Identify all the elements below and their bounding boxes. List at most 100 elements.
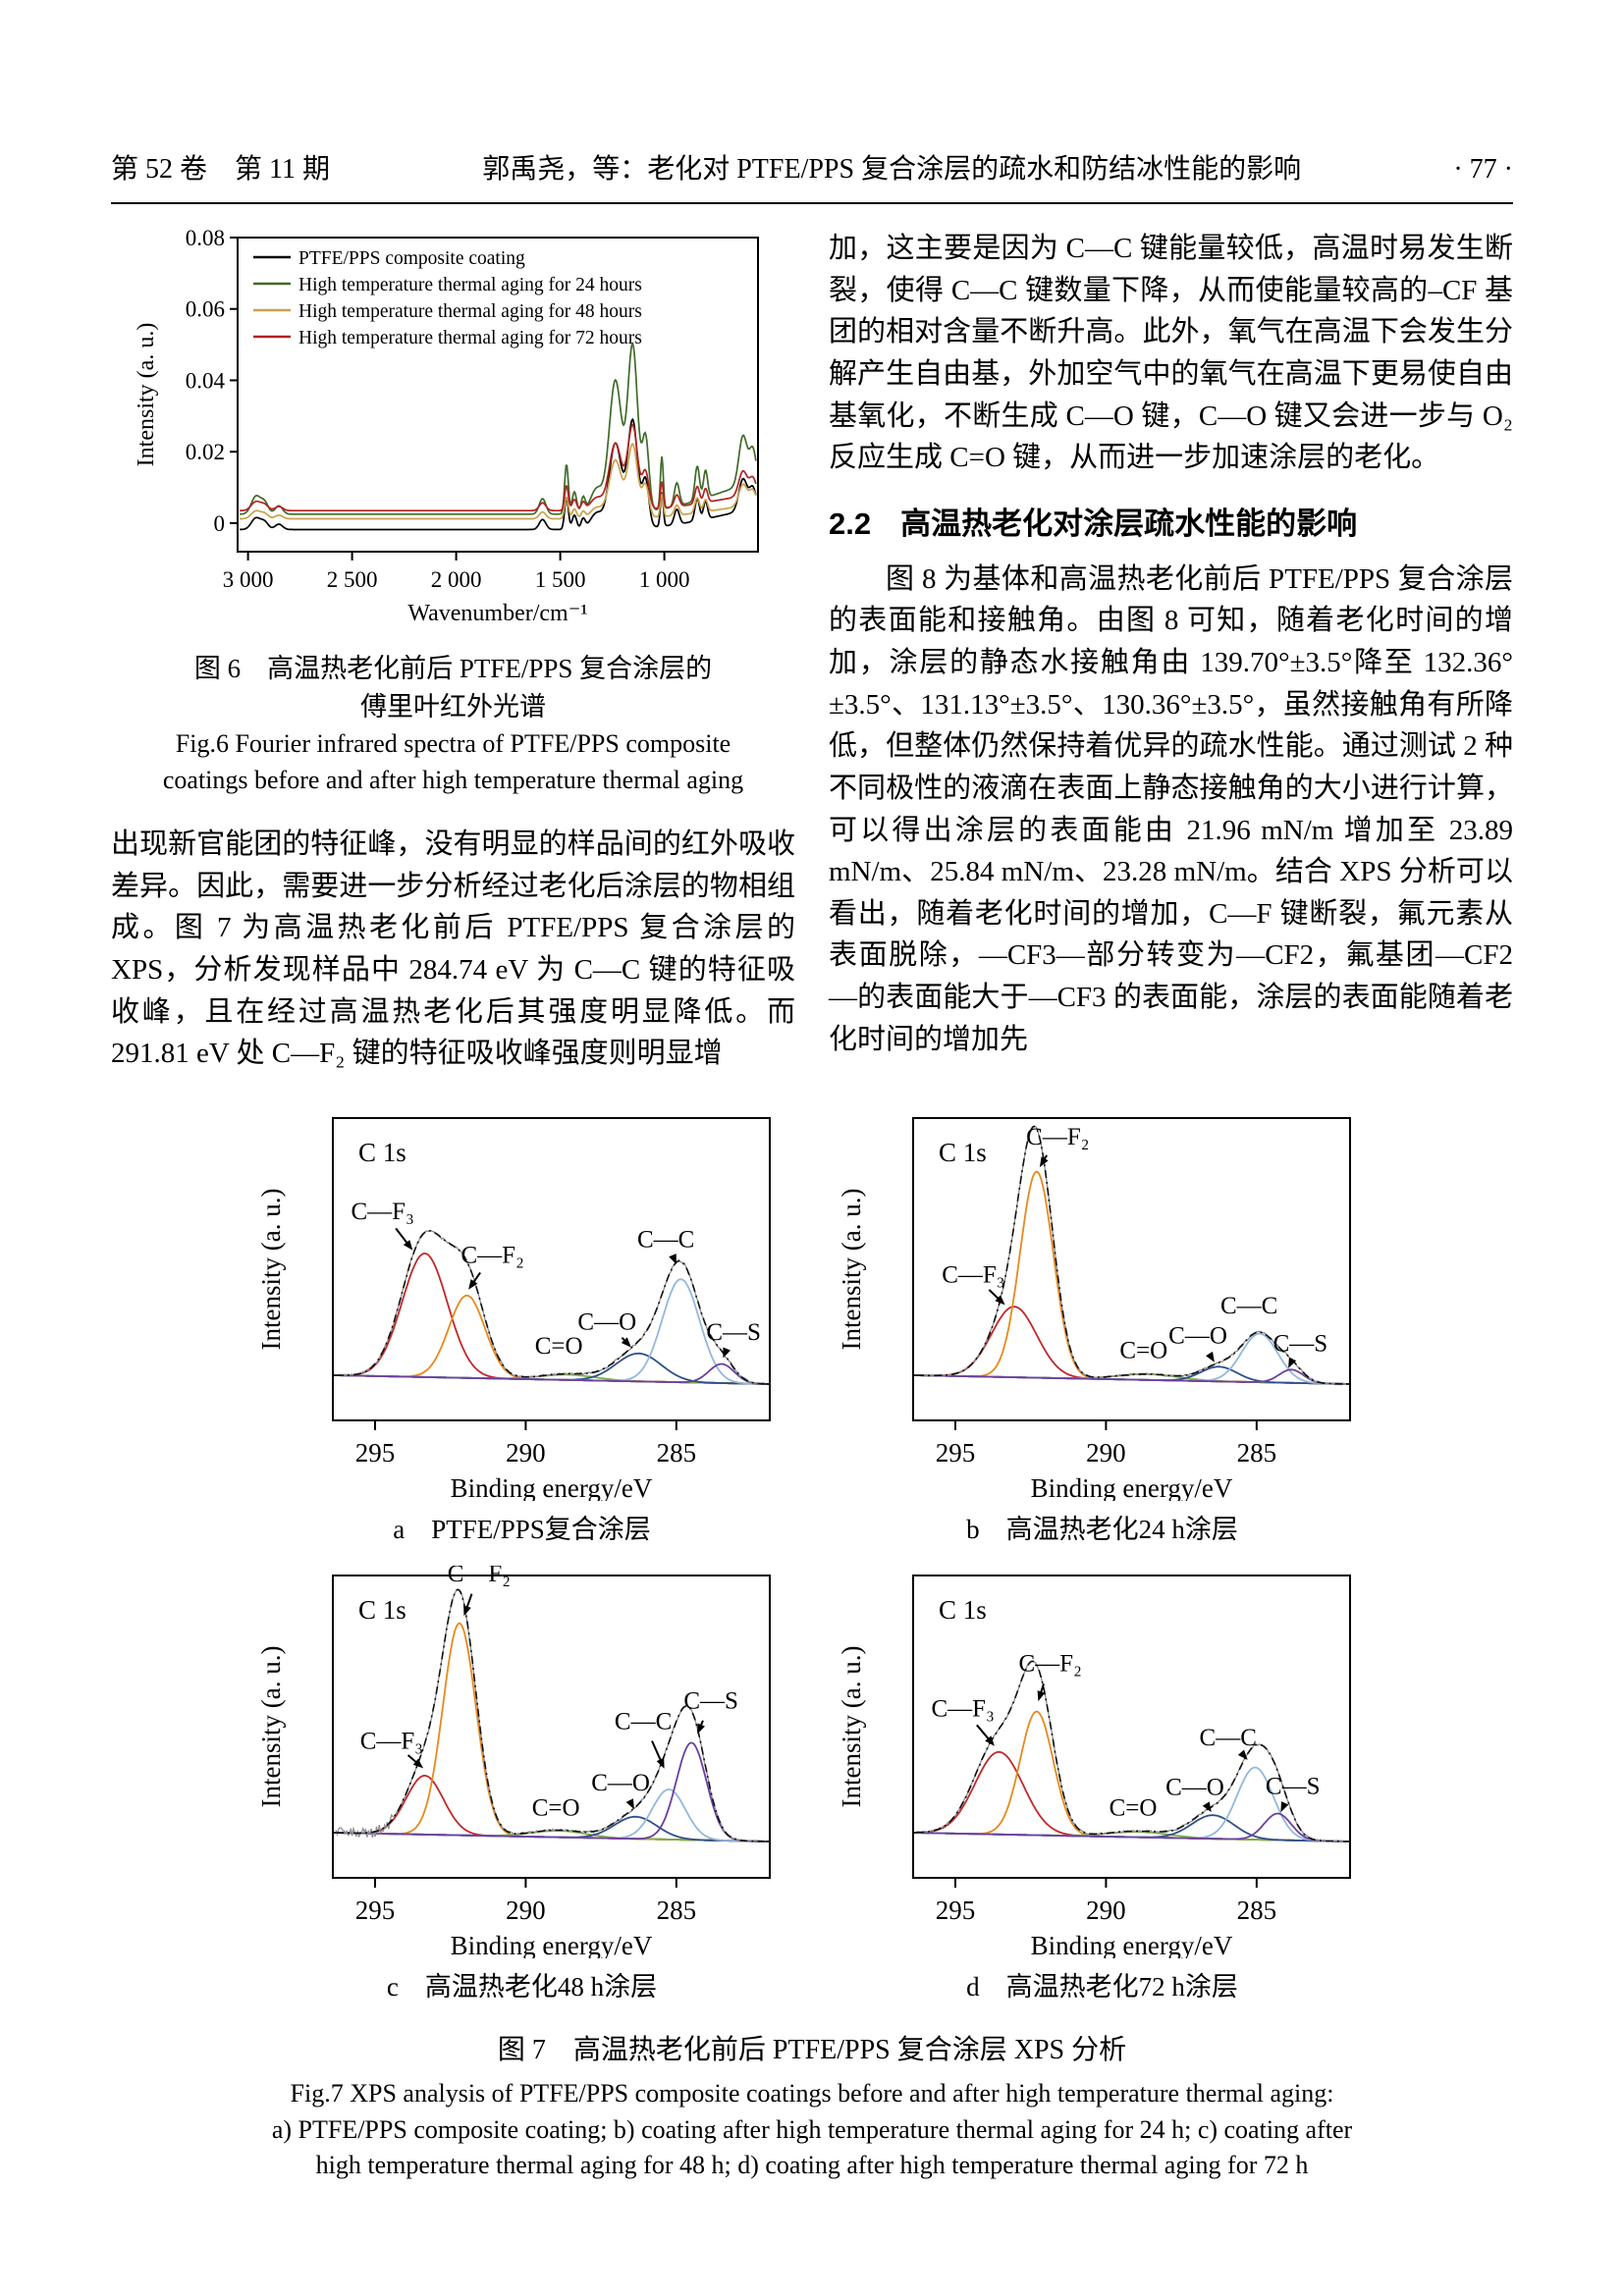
annotation-arrow-head <box>697 1723 705 1735</box>
x-tick-label: 290 <box>506 1896 546 1925</box>
legend-label: High temperature thermal aging for 24 ho… <box>298 275 642 295</box>
plot-box <box>912 1574 1351 1879</box>
subcaption-d: d 高温热老化72 h涂层 <box>966 1971 1238 2002</box>
x-tick-label: 285 <box>1237 1438 1277 1468</box>
running-title: 郭禹尧，等：老化对 PTFE/PPS 复合涂层的疏水和防结冰性能的影响 <box>482 154 1302 185</box>
fit-envelope <box>916 1660 1346 1842</box>
annotation-arrow-head <box>1037 1689 1046 1701</box>
annotation-C—S: C—S <box>1266 1773 1321 1799</box>
xps-subplot-d: 295 290 285 C 1s Binding energy/eV Intensity … <box>835 1566 1370 2017</box>
y-tick-label: 0.04 <box>185 368 225 393</box>
two-column-area: 0 0.02 0.04 0.06 0.08 3 000 2 500 2 000 1 500 1 0… <box>111 226 1513 1075</box>
figure6-caption-cn-line1: 图 6 高温热老化前后 PTFE/PPS 复合涂层的 <box>193 654 713 683</box>
series-High temperature thermal aging for 48 hours <box>239 443 757 520</box>
annotation-arrow-head <box>621 1337 631 1348</box>
series-High temperature thermal aging for 24 hours <box>239 342 757 515</box>
component-C—S <box>916 1812 1346 1842</box>
figure7-caption-en-line1: Fig.7 XPS analysis of PTFE/PPS composite… <box>290 2079 1334 2109</box>
figure6-caption-en-line1: Fig.6 Fourier infrared spectra of PTFE/P… <box>175 729 731 759</box>
panel-label: C 1s <box>939 1138 987 1167</box>
annotation-arrow-head <box>995 1295 1005 1306</box>
y-axis-label: Intensity (a. u.) <box>837 1645 866 1807</box>
annotation-arrow-head <box>468 1278 478 1290</box>
legend-label: High temperature thermal aging for 72 ho… <box>298 328 642 348</box>
x-tick-label: 285 <box>657 1896 697 1925</box>
annotation-C—F₃: C—F₃ <box>360 1729 423 1755</box>
x-tick-label: 290 <box>1086 1438 1126 1468</box>
journal-issue: 第 52 卷 第 11 期 <box>111 154 330 185</box>
series-PTFE/PPS composite coating <box>239 417 757 531</box>
figure7-captions: 图 7 高温热老化前后 PTFE/PPS 复合涂层 XPS 分析 Fig.7 X… <box>111 2031 1513 2184</box>
component-C—F₃ <box>336 1252 766 1385</box>
annotation-arrow-line <box>651 1739 663 1762</box>
subcaption-b: b 高温热老化24 h涂层 <box>966 1514 1238 1544</box>
annotation-C=O: C=O <box>1119 1338 1167 1364</box>
panel-label: C 1s <box>358 1595 406 1625</box>
annotation-arrow-line <box>976 1724 991 1741</box>
x-tick-label: 295 <box>355 1438 396 1468</box>
plot-box <box>332 1574 771 1879</box>
annotation-arrow-head <box>463 1605 471 1617</box>
annotation-C—F₃: C—F₃ <box>931 1695 994 1722</box>
x-tick-label: 2 500 <box>326 567 377 592</box>
plot-box <box>236 237 759 553</box>
annotation-C=O: C=O <box>1110 1794 1158 1821</box>
x-tick-label: 1 500 <box>534 567 585 592</box>
panel-label: C 1s <box>939 1595 987 1625</box>
annotation-C=O: C=O <box>532 1794 580 1821</box>
legend-label: PTFE/PPS composite coating <box>298 248 525 269</box>
right-column: 加，这主要是因为 C—C 键能量较低，高温时易发生断裂，使得 C—C 键数量下降… <box>829 228 1513 1060</box>
x-tick-label: 295 <box>355 1896 396 1925</box>
xps-subplot-a: 295 290 285 C 1s Binding energy/eV Intensity … <box>254 1108 789 1560</box>
figure-7: 295 290 285 C 1s Binding energy/eV Intensity … <box>111 1108 1513 2184</box>
series-High temperature thermal aging for 72 hours <box>239 423 757 512</box>
x-tick-label: 285 <box>657 1438 697 1468</box>
page-number: · 77 · <box>1453 154 1513 185</box>
right-column-paragraph-1: 加，这主要是因为 C—C 键能量较低，高温时易发生断裂，使得 C—C 键数量下降… <box>829 233 1513 474</box>
plot-box <box>332 1116 771 1421</box>
x-tick-label: 2 000 <box>430 567 481 592</box>
annotation-arrow-line <box>395 1227 409 1245</box>
annotation-C—O: C—O <box>1168 1322 1227 1349</box>
section-heading: 2.2 高温热老化对涂层疏水性能的影响 <box>829 499 1513 543</box>
x-tick-label: 285 <box>1237 1896 1277 1925</box>
xps-subplot-grid: 295 290 285 C 1s Binding energy/eV Intensity … <box>111 1108 1513 2017</box>
y-axis-label: Intensity (a. u.) <box>837 1188 866 1350</box>
annotation-arrow-head <box>403 1239 413 1251</box>
annotation-arrow-head <box>1039 1156 1049 1167</box>
annotation-arrow-head <box>985 1735 995 1746</box>
xps-chart-d: 295 290 285 C 1s Binding energy/eV Intensity … <box>837 1574 1351 1960</box>
subcaption-a: a PTFE/PPS复合涂层 <box>393 1514 651 1544</box>
fit-envelope <box>336 1229 766 1385</box>
x-tick-label: 1 000 <box>638 567 689 592</box>
xps-subplot-b: 295 290 285 C 1s Binding energy/eV Intensity … <box>835 1108 1370 1560</box>
xps-chart-c: 295 290 285 C 1s Binding energy/eV Intensity … <box>256 1561 771 1960</box>
annotation-C—S: C—S <box>683 1687 738 1714</box>
panel-label: C 1s <box>358 1138 406 1167</box>
component-C—S <box>336 1741 766 1842</box>
annotation-arrow-head <box>625 1798 634 1810</box>
annotation-arrow-head <box>1288 1357 1297 1368</box>
x-tick-label: 290 <box>506 1438 546 1468</box>
annotation-C—F₃: C—F₃ <box>942 1262 1004 1289</box>
annotation-C—F₂: C—F₂ <box>448 1566 511 1587</box>
x-axis-label: Wavenumber/cm⁻¹ <box>407 601 587 626</box>
annotation-arrow-line <box>988 1288 1001 1301</box>
section-title: 高温热老化对涂层疏水性能的影响 <box>900 506 1358 541</box>
component-C—S <box>336 1362 766 1385</box>
left-column-paragraph: 出现新官能团的特征峰，没有明显的样品间的红外吸收差异。因此，需要进一步分析经过老… <box>111 828 795 1070</box>
y-axis-label: Intensity (a. u.) <box>134 323 159 467</box>
y-axis-label: Intensity (a. u.) <box>256 1645 286 1807</box>
legend-label: High temperature thermal aging for 48 ho… <box>298 301 642 322</box>
page-header: 第 52 卷 第 11 期 郭禹尧，等：老化对 PTFE/PPS 复合涂层的疏水… <box>111 147 1513 187</box>
annotation-C—F₂: C—F₂ <box>1026 1124 1089 1150</box>
subcaption-c: c 高温热老化48 h涂层 <box>386 1971 658 2002</box>
fit-envelope <box>336 1588 766 1842</box>
figure-6: 0 0.02 0.04 0.06 0.08 3 000 2 500 2 000 1 500 1 0… <box>111 226 795 798</box>
figure6-caption-en-line2: coatings before and after high temperatu… <box>162 765 744 794</box>
annotation-arrow-head <box>412 1758 424 1769</box>
component-C—C <box>336 1278 766 1385</box>
figure6-caption-cn-line2: 傅里叶红外光谱 <box>360 692 546 722</box>
annotation-arrow-head <box>1202 1801 1212 1812</box>
